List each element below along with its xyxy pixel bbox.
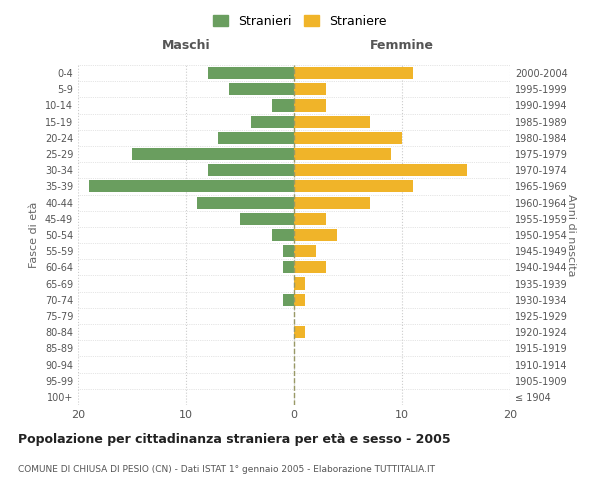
Bar [208,67,294,79]
Bar [294,196,370,208]
Bar [283,294,294,306]
Bar [272,100,294,112]
Bar [89,180,294,192]
Bar [294,245,316,258]
Bar [294,83,326,96]
Bar [294,148,391,160]
Bar [294,116,370,128]
Bar [294,180,413,192]
Y-axis label: Anni di nascita: Anni di nascita [566,194,576,276]
Bar [208,164,294,176]
Bar [132,148,294,160]
Bar [283,245,294,258]
Bar [294,229,337,241]
Y-axis label: Fasce di età: Fasce di età [29,202,39,268]
Legend: Stranieri, Straniere: Stranieri, Straniere [209,11,391,32]
Text: Maschi: Maschi [161,39,211,52]
Text: Popolazione per cittadinanza straniera per età e sesso - 2005: Popolazione per cittadinanza straniera p… [18,432,451,446]
Bar [294,326,305,338]
Bar [197,196,294,208]
Bar [294,278,305,289]
Bar [294,294,305,306]
Text: COMUNE DI CHIUSA DI PESIO (CN) - Dati ISTAT 1° gennaio 2005 - Elaborazione TUTTI: COMUNE DI CHIUSA DI PESIO (CN) - Dati IS… [18,465,435,474]
Bar [294,262,326,274]
Bar [229,83,294,96]
Bar [283,262,294,274]
Bar [294,164,467,176]
Bar [218,132,294,144]
Text: Femmine: Femmine [370,39,434,52]
Bar [294,212,326,225]
Bar [251,116,294,128]
Bar [240,212,294,225]
Bar [272,229,294,241]
Bar [294,100,326,112]
Bar [294,67,413,79]
Bar [294,132,402,144]
